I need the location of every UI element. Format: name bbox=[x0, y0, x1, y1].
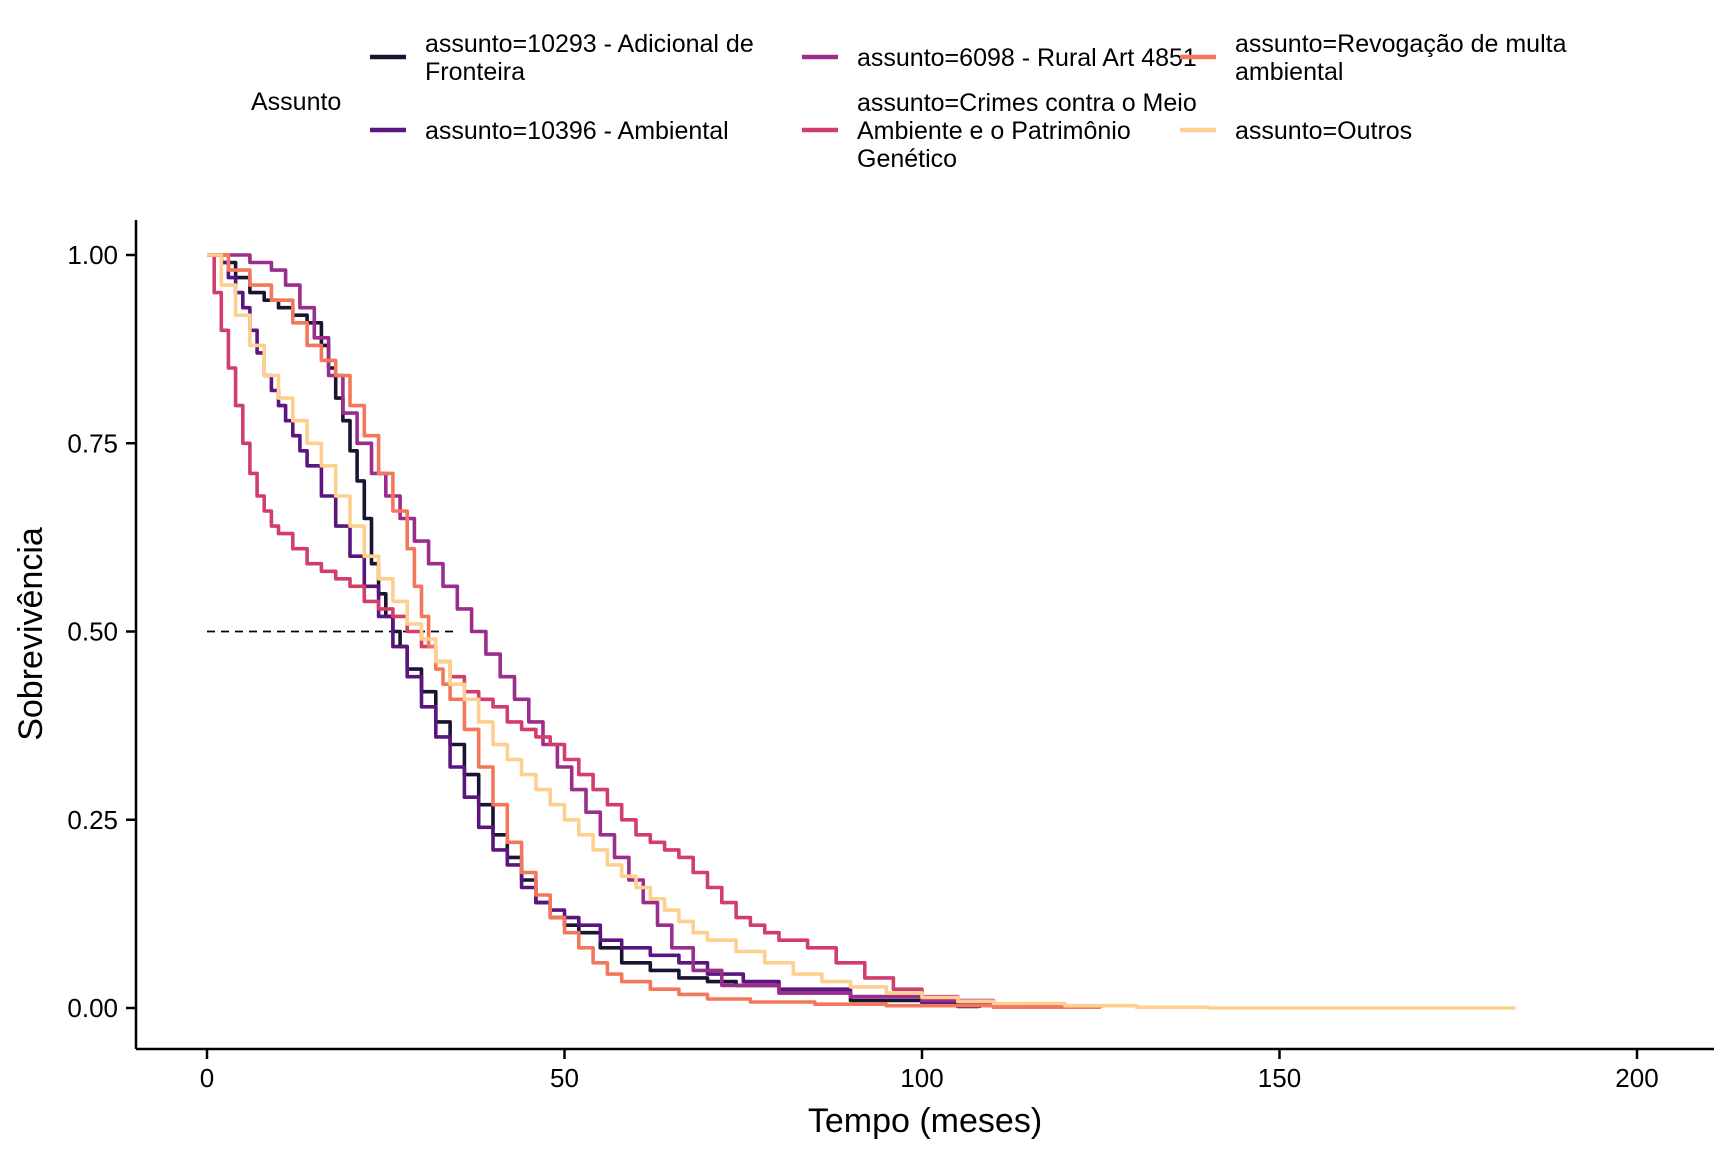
y-axis-title: Sobrevivência bbox=[12, 527, 50, 741]
x-tick-label: 200 bbox=[1615, 1063, 1658, 1093]
legend-label-5: assunto=Revogação de multa ambiental bbox=[1235, 30, 1567, 86]
legend-title: Assunto bbox=[251, 88, 341, 116]
series-line-6 bbox=[207, 253, 1516, 1010]
series-line-5 bbox=[207, 253, 1103, 1009]
legend-label-2: assunto=10396 - Ambiental bbox=[425, 117, 729, 145]
y-tick-label: 0.50 bbox=[67, 617, 118, 647]
y-tick-label: 0.00 bbox=[67, 993, 118, 1023]
y-tick-label: 0.25 bbox=[67, 805, 118, 835]
y-tick-label: 0.75 bbox=[67, 428, 118, 458]
legend-label-1: assunto=10293 - Adicional de Fronteira bbox=[425, 30, 754, 86]
x-tick-label: 50 bbox=[550, 1063, 579, 1093]
series-line-1 bbox=[207, 253, 981, 1009]
legend: Assunto assunto=10293 - Adicional de Fron… bbox=[251, 30, 1567, 173]
x-ticks: 0 50 100 150 200 bbox=[200, 1049, 1659, 1093]
x-tick-label: 150 bbox=[1258, 1063, 1301, 1093]
series-layer bbox=[207, 253, 1516, 1010]
x-axis-title: Tempo (meses) bbox=[808, 1102, 1042, 1140]
legend-label-3: assunto=6098 - Rural Art 4851 bbox=[857, 44, 1197, 72]
x-tick-label: 0 bbox=[200, 1063, 214, 1093]
axes: 0 50 100 150 200 0.00 0.25 0.50 0.75 1.00 bbox=[67, 220, 1714, 1093]
legend-items: assunto=10293 - Adicional de Fronteira ass… bbox=[370, 30, 1567, 173]
legend-label-6: assunto=Outros bbox=[1235, 117, 1412, 145]
series-line-3 bbox=[207, 253, 1103, 1009]
legend-label-4: assunto=Crimes contra o Meio Ambiente e o… bbox=[857, 89, 1197, 173]
x-tick-label: 100 bbox=[900, 1063, 943, 1093]
y-tick-label: 1.00 bbox=[67, 240, 118, 270]
series-line-4 bbox=[207, 253, 1032, 1008]
y-ticks: 0.00 0.25 0.50 0.75 1.00 bbox=[67, 240, 136, 1023]
